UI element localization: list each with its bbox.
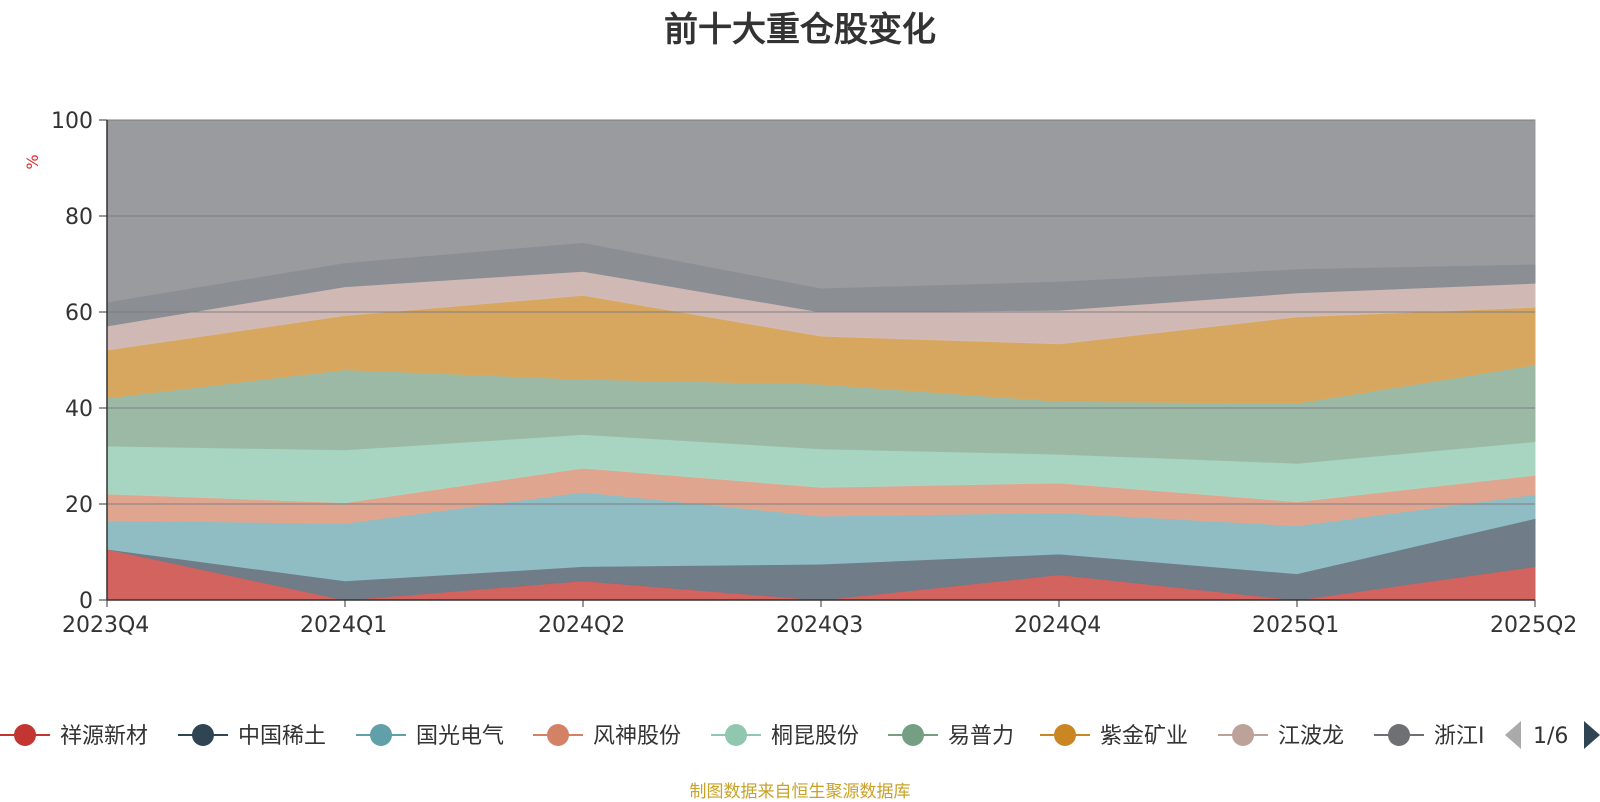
legend-item-8[interactable]: 浙江I [1374,724,1485,749]
legend-label: 国光电气 [416,724,504,749]
legend-label: 祥源新材 [60,724,148,749]
legend-label: 风神股份 [593,724,681,749]
legend-prev-page-icon[interactable] [1505,721,1521,749]
legend-item-2[interactable]: 国光电气 [356,724,504,749]
x-tick-label: 2025Q2 [1490,613,1577,638]
legend-item-6[interactable]: 紫金矿业 [1040,724,1188,749]
legend-marker [1388,724,1410,746]
y-tick-label: 80 [65,205,93,230]
x-tick-label: 2025Q1 [1252,613,1339,638]
x-tick-label: 2024Q4 [1014,613,1101,638]
legend-label: 浙江I [1434,724,1485,749]
legend-marker [1054,724,1076,746]
y-axis-label: % [23,154,42,169]
legend-marker [725,724,747,746]
legend-marker [902,724,924,746]
x-tick-label: 2024Q3 [776,613,863,638]
legend-marker [547,724,569,746]
y-tick-label: 60 [65,301,93,326]
y-tick-label: 0 [79,589,93,614]
legend-page-indicator: 1/6 [1533,724,1568,749]
y-tick-label: 40 [65,397,93,422]
source-note: 制图数据来自恒生聚源数据库 [689,782,911,802]
y-tick-label: 100 [51,109,93,134]
legend-label: 紫金矿业 [1100,724,1188,749]
legend-marker [370,724,392,746]
legend-marker [1232,724,1254,746]
legend-label: 桐昆股份 [771,724,859,749]
legend-marker [14,724,36,746]
legend-marker [192,724,214,746]
legend-next-page-icon[interactable] [1584,721,1600,749]
legend-item-5[interactable]: 易普力 [888,724,1014,749]
y-tick-label: 20 [65,493,93,518]
legend-item-3[interactable]: 风神股份 [533,724,681,749]
legend-label: 江波龙 [1278,724,1344,749]
legend-item-0[interactable]: 祥源新材 [0,724,148,749]
legend-item-4[interactable]: 桐昆股份 [711,724,859,749]
x-tick-label: 2024Q2 [538,613,625,638]
legend-label: 易普力 [948,724,1014,749]
legend-item-7[interactable]: 江波龙 [1218,724,1344,749]
chart-title: 前十大重仓股变化 [664,10,936,50]
x-tick-label: 2024Q1 [300,613,387,638]
legend-label: 中国稀土 [238,724,326,749]
x-tick-label: 2023Q4 [62,613,149,638]
legend-item-1[interactable]: 中国稀土 [178,724,326,749]
